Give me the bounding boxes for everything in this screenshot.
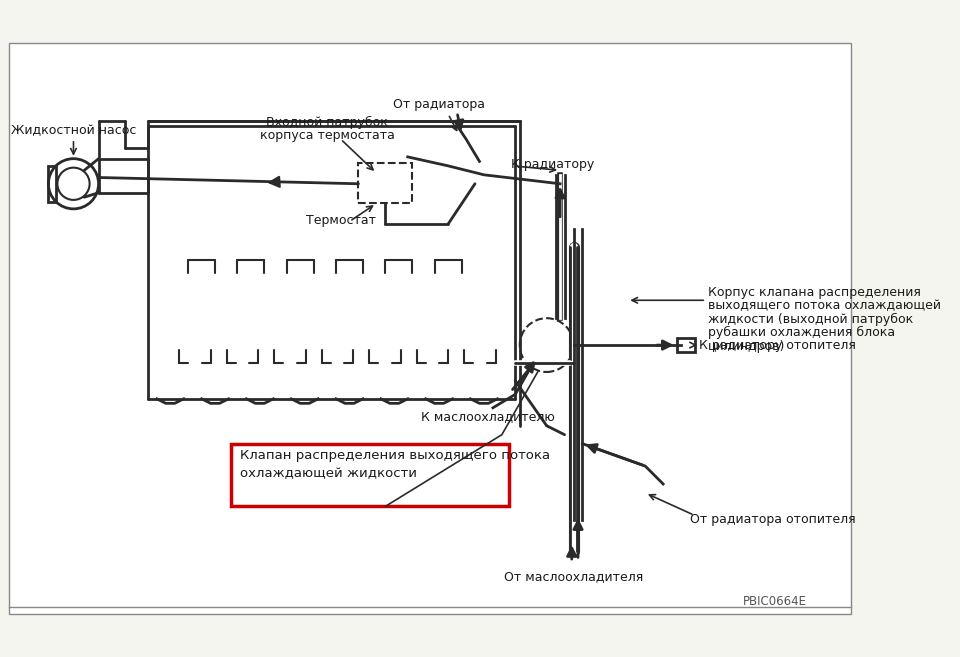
Text: Корпус клапана распределения: Корпус клапана распределения — [708, 286, 921, 299]
Bar — [231, 443, 509, 507]
Text: цилиндров): цилиндров) — [708, 340, 785, 353]
Text: К радиатору отопителя: К радиатору отопителя — [699, 338, 856, 351]
Text: Клапан распределения выходящего потока: Клапан распределения выходящего потока — [240, 449, 550, 462]
Text: К маслоохладителю: К маслоохладителю — [421, 410, 555, 423]
Text: Входной патрубок: Входной патрубок — [266, 116, 388, 129]
Bar — [358, 163, 412, 204]
Text: Жидкостной насос: Жидкостной насос — [11, 124, 136, 137]
Text: охлаждающей жидкости: охлаждающей жидкости — [240, 467, 418, 480]
Text: жидкости (выходной патрубок: жидкости (выходной патрубок — [708, 313, 913, 326]
Text: От маслоохладителя: От маслоохладителя — [504, 570, 643, 583]
Bar — [677, 338, 694, 352]
Text: выходящего потока охлаждающей: выходящего потока охлаждающей — [708, 299, 941, 312]
Text: Термостат: Термостат — [305, 214, 375, 227]
Text: От радиатора отопителя: От радиатора отопителя — [690, 513, 855, 526]
Text: корпуса термостата: корпуса термостата — [259, 129, 395, 142]
Bar — [48, 166, 56, 202]
Text: От радиатора: От радиатора — [393, 98, 485, 110]
Text: К радиатору: К радиатору — [511, 158, 594, 171]
Text: PBIC0664E: PBIC0664E — [742, 595, 806, 608]
Text: рубашки охлаждения блока: рубашки охлаждения блока — [708, 326, 895, 339]
